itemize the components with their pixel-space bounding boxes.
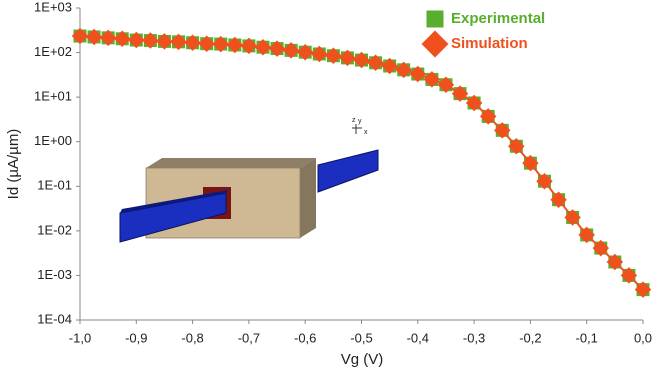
legend-marker [422, 31, 449, 58]
x-tick-label: -0,8 [181, 330, 203, 345]
inset-axis-label: x [364, 129, 368, 136]
legend-label: Experimental [451, 10, 545, 27]
y-tick-label: 1E-04 [37, 311, 72, 326]
x-tick-label: -0,7 [238, 330, 260, 345]
x-tick-label: -0,4 [407, 330, 429, 345]
x-tick-label: 0,0 [634, 330, 652, 345]
y-tick-label: 1E+00 [34, 133, 72, 148]
x-tick-label: -0,2 [519, 330, 541, 345]
y-tick-label: 1E-03 [37, 267, 72, 282]
y-tick-label: 1E-02 [37, 222, 72, 237]
x-tick-label: -0,3 [463, 330, 485, 345]
x-tick-label: -0,1 [575, 330, 597, 345]
inset-axis-label: y [358, 118, 362, 125]
y-tick-label: 1E+03 [34, 0, 72, 14]
x-tick-label: -0,9 [125, 330, 147, 345]
page: {"chart_data": { "type": "scatter", "x_l… [0, 0, 655, 378]
y-tick-label: 1E-01 [37, 178, 72, 193]
x-axis-title: Vg (V) [341, 351, 384, 368]
x-tick-label: -0,5 [350, 330, 372, 345]
inset-axis-label: z [352, 117, 356, 124]
y-tick-label: 1E+01 [34, 89, 72, 104]
legend-marker [427, 11, 444, 28]
x-tick-label: -0,6 [294, 330, 316, 345]
chart: z y x Vg (V) Id (µA/µm) 1E-04 1E-03 1E-02 1… [0, 0, 655, 378]
drain-wire [318, 150, 378, 192]
device-inset: z y x [120, 117, 378, 242]
x-tick-label: -1,0 [69, 330, 91, 345]
y-tick-label: 1E+02 [34, 44, 72, 59]
legend-label: Simulation [451, 35, 528, 52]
box-side [300, 158, 316, 238]
y-axis-title: Id (µA/µm) [5, 129, 22, 200]
box-top [146, 158, 316, 168]
